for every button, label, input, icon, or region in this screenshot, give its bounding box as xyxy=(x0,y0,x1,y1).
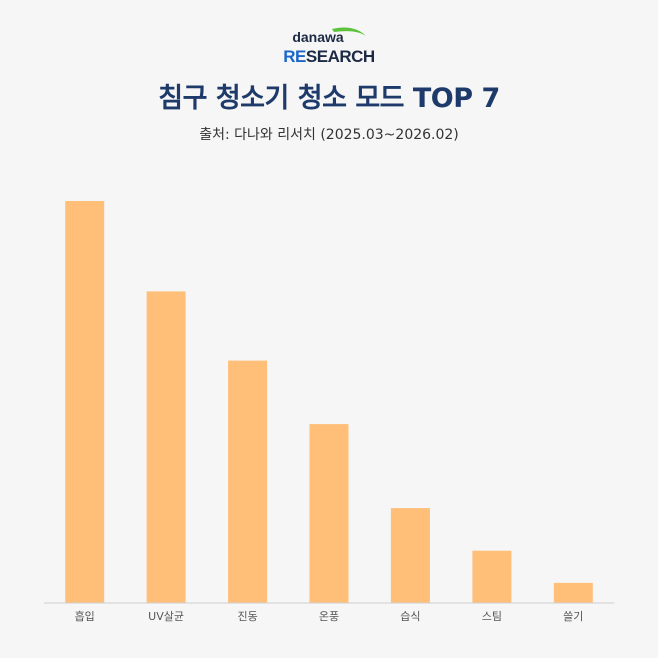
category-label-6: 스팀 xyxy=(482,610,502,623)
logo-swoosh xyxy=(332,27,366,36)
logo-rest-text: SEARCH xyxy=(306,47,375,66)
bar-5 xyxy=(390,508,430,603)
logo-accent-text: RE xyxy=(283,47,306,66)
category-label-7: 쓸기 xyxy=(563,610,583,623)
logo-bottom-text: RESEARCH xyxy=(283,47,375,66)
category-label-1: 흡입 xyxy=(75,609,95,623)
bar-7 xyxy=(553,582,593,603)
bar-2 xyxy=(146,291,186,603)
category-label-5: 습식 xyxy=(400,610,420,623)
logo-graphic: danawa RESEARCH xyxy=(283,27,375,66)
category-label-2: UV살균 xyxy=(148,610,184,623)
chart-subtitle: 출처: 다나와 리서치 (2025.03~2026.02) xyxy=(199,127,459,143)
bar-3 xyxy=(228,360,268,603)
bar-4 xyxy=(309,424,349,603)
bar-1 xyxy=(65,201,105,603)
logo-top-text: danawa xyxy=(292,29,344,45)
danawa-research-logo: danawa RESEARCH xyxy=(0,24,658,66)
category-label-3: 진동 xyxy=(237,610,257,623)
category-label-4: 온풍 xyxy=(319,610,339,623)
bar-6 xyxy=(472,550,512,603)
chart-title: 침구 청소기 청소 모드 TOP 7 xyxy=(158,83,500,114)
